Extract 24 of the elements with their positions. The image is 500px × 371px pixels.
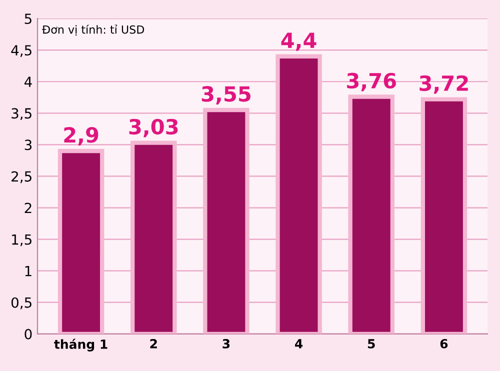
y-tick-label: 1 — [25, 266, 32, 276]
y-tick-label: 3,5 — [12, 108, 32, 120]
y-tick-label: 2 — [24, 202, 32, 214]
y-tick-label: 0 — [24, 328, 32, 340]
annotation: Đơn vị tính: tỉ USD — [42, 24, 144, 36]
x-tick-label: 6 — [440, 338, 448, 348]
data-label: 3,76 — [347, 72, 396, 92]
data-label: 2,9 — [64, 127, 98, 146]
y-tick-label: 4 — [24, 76, 32, 87]
data-label: 3,72 — [420, 75, 468, 94]
y-tick-label: 1,5 — [12, 234, 32, 246]
y-tick-label: 5 — [24, 14, 32, 24]
y-tick-label: 3 — [24, 140, 32, 150]
data-label: 3,03 — [129, 118, 178, 138]
data-label: 4,4 — [281, 32, 316, 51]
y-tick-label: 0,5 — [11, 297, 32, 310]
x-tick-label: 2 — [150, 338, 157, 348]
x-tick-label: 5 — [368, 339, 375, 348]
y-tick-label: 4,5 — [11, 45, 32, 57]
x-tick-label: 4 — [295, 339, 303, 348]
y-tick-label: 2,5 — [12, 171, 32, 184]
x-tick-label: tháng 1 — [54, 338, 108, 352]
data-label: 3,55 — [202, 86, 250, 104]
x-tick-label: 3 — [222, 338, 230, 348]
